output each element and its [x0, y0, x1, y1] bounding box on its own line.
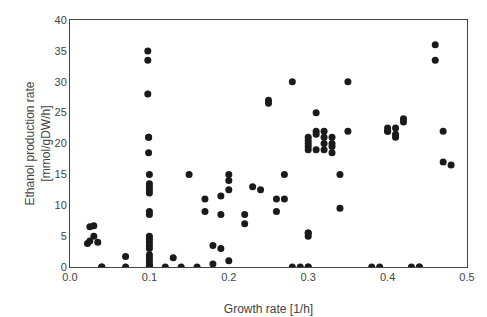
svg-text:40: 40 [55, 14, 67, 26]
svg-text:0.2: 0.2 [221, 271, 236, 283]
svg-text:0.3: 0.3 [301, 271, 316, 283]
svg-text:35: 35 [55, 45, 67, 57]
svg-text:0.0: 0.0 [62, 271, 77, 283]
svg-text:Growth rate [1/h]: Growth rate [1/h] [224, 302, 313, 316]
svg-text:0.5: 0.5 [459, 271, 474, 283]
svg-text:5: 5 [61, 230, 67, 242]
svg-text:30: 30 [55, 76, 67, 88]
svg-text:0.1: 0.1 [142, 271, 157, 283]
svg-text:20: 20 [55, 137, 67, 149]
svg-text:0.4: 0.4 [380, 271, 395, 283]
svg-text:15: 15 [55, 168, 67, 180]
svg-text:25: 25 [55, 106, 67, 118]
svg-text:Ethanol production rate[mmol/g: Ethanol production rate[mmol/gDW/h] [23, 81, 53, 205]
svg-text:10: 10 [55, 199, 67, 211]
svg-text:0: 0 [61, 261, 67, 273]
